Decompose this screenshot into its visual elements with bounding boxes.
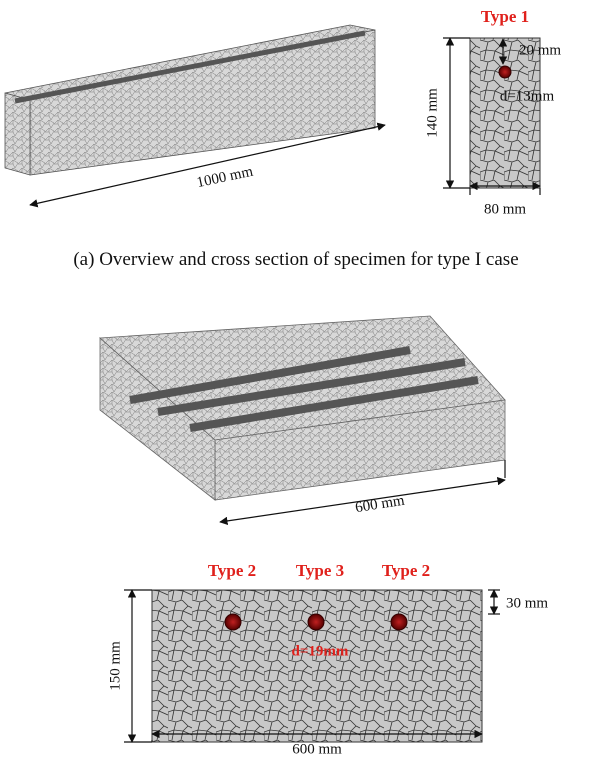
- length-label: 600 mm: [354, 493, 406, 517]
- rebar: [308, 614, 324, 630]
- drawing: 1000 mm Type 1 20 mm d=13mm 140 mm 80 mm…: [0, 0, 592, 758]
- length-label: 1000 mm: [195, 164, 254, 192]
- diameter-label: d=13mm: [500, 88, 555, 104]
- beam-3d: [5, 25, 375, 175]
- rebar: [499, 66, 511, 78]
- width-label: 80 mm: [484, 201, 526, 217]
- type-label: Type 2: [208, 561, 256, 580]
- width-label: 600 mm: [292, 741, 342, 757]
- type-label: Type 1: [481, 7, 529, 26]
- rebar: [391, 614, 407, 630]
- height-label: 140 mm: [424, 88, 440, 138]
- cross-section: [470, 38, 540, 188]
- rebar: [225, 614, 241, 630]
- caption: (a) Overview and cross section of specim…: [16, 246, 576, 274]
- slab-3d: [100, 316, 505, 500]
- type-label: Type 2: [382, 561, 430, 580]
- figure: 1000 mm Type 1 20 mm d=13mm 140 mm 80 mm…: [0, 0, 592, 758]
- cross-section: [152, 590, 482, 742]
- cover-label: 30 mm: [506, 595, 548, 611]
- type-label: Type 3: [296, 561, 344, 580]
- diameter-label: d=19mm: [292, 643, 349, 659]
- cover-label: 20 mm: [519, 42, 561, 58]
- height-label: 150 mm: [107, 641, 123, 691]
